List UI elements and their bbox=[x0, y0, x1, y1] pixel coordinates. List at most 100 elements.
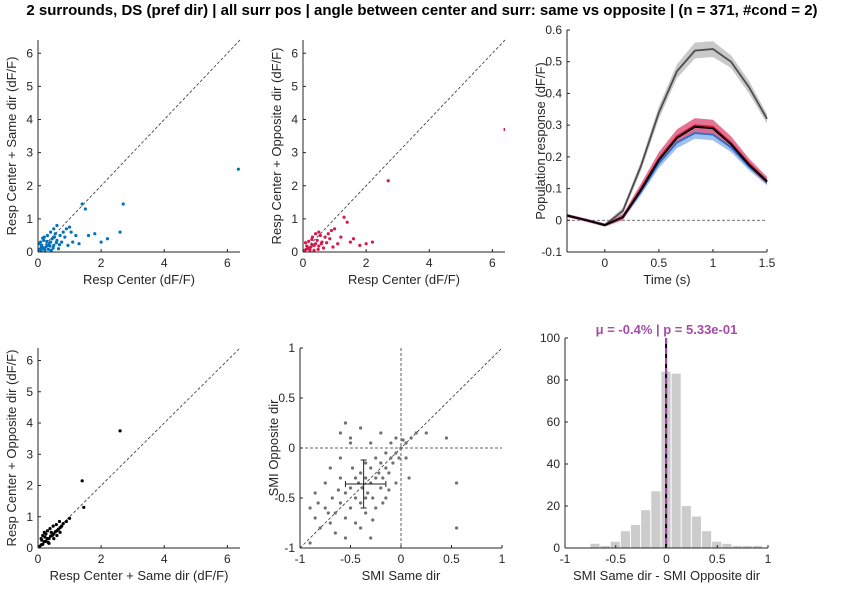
y-tick-label: 3 bbox=[26, 146, 33, 160]
data-point bbox=[364, 242, 368, 246]
y-tick-label: 20 bbox=[547, 499, 561, 513]
y-tick-label: 0 bbox=[288, 441, 295, 455]
data-point bbox=[326, 232, 330, 236]
data-point bbox=[359, 526, 363, 530]
x-tick-label: 1 bbox=[765, 552, 772, 566]
data-point bbox=[80, 202, 84, 206]
data-point bbox=[67, 516, 72, 520]
data-point bbox=[58, 530, 62, 534]
y-tick-label: 0.5 bbox=[278, 391, 295, 405]
y-tick-label: -0.5 bbox=[274, 491, 295, 505]
data-point bbox=[328, 466, 332, 470]
data-point bbox=[333, 531, 337, 535]
x-tick-label: -0.5 bbox=[340, 552, 361, 566]
data-point bbox=[387, 471, 391, 475]
data-point bbox=[51, 524, 55, 528]
x-axis-label: Resp Center + Same dir (dF/F) bbox=[50, 568, 229, 583]
data-point bbox=[303, 241, 308, 245]
data-point bbox=[343, 421, 348, 425]
x-tick-label: 0 bbox=[35, 552, 42, 566]
data-point bbox=[60, 240, 64, 244]
data-point bbox=[46, 247, 51, 251]
data-point bbox=[82, 505, 86, 509]
series-3-line bbox=[566, 125, 768, 227]
histogram-bar bbox=[600, 545, 610, 548]
y-tick-label: 0 bbox=[555, 213, 562, 227]
x-tick-label: 0 bbox=[398, 552, 405, 566]
data-point bbox=[389, 441, 393, 445]
x-tick-label: 0 bbox=[663, 552, 670, 566]
data-point bbox=[330, 496, 334, 500]
data-point bbox=[53, 232, 57, 236]
data-point bbox=[343, 536, 348, 540]
histogram-bar bbox=[732, 545, 742, 548]
y-tick-label: 100 bbox=[540, 331, 560, 345]
data-point bbox=[364, 461, 368, 465]
x-axis-label: Resp Center (dF/F) bbox=[83, 272, 195, 287]
data-point bbox=[397, 456, 401, 460]
data-point bbox=[342, 215, 346, 219]
data-point bbox=[358, 243, 362, 247]
data-point bbox=[379, 486, 383, 490]
data-point bbox=[61, 522, 65, 526]
histogram-bar bbox=[691, 516, 702, 548]
x-tick-label: -0.5 bbox=[605, 552, 626, 566]
y-tick-label: 2 bbox=[291, 179, 298, 193]
data-point bbox=[56, 247, 61, 251]
data-point bbox=[66, 243, 70, 247]
y-tick-label: 3 bbox=[26, 447, 33, 461]
data-point bbox=[351, 237, 356, 241]
data-point bbox=[371, 518, 375, 522]
data-point bbox=[338, 456, 342, 460]
y-tick-label: 4 bbox=[291, 113, 298, 127]
x-tick-label: 1 bbox=[710, 256, 717, 270]
data-point bbox=[55, 533, 59, 538]
y-tick-label: 0 bbox=[26, 541, 33, 555]
data-point bbox=[57, 519, 62, 524]
data-point bbox=[503, 127, 505, 132]
data-point bbox=[394, 436, 398, 440]
data-point bbox=[394, 451, 398, 455]
x-tick-label: 6 bbox=[224, 256, 231, 270]
data-point bbox=[331, 245, 335, 249]
data-point bbox=[317, 230, 321, 234]
data-point bbox=[384, 466, 388, 470]
y-tick-label: 1 bbox=[26, 510, 33, 524]
data-point bbox=[401, 438, 405, 442]
data-point bbox=[384, 496, 388, 500]
data-point bbox=[43, 248, 47, 252]
unity-line bbox=[37, 39, 241, 253]
data-point bbox=[54, 522, 58, 527]
data-point bbox=[384, 451, 388, 455]
data-point bbox=[348, 506, 353, 510]
x-tick-label: 0.5 bbox=[443, 552, 460, 566]
data-point bbox=[308, 506, 312, 510]
data-point bbox=[313, 516, 317, 520]
data-point bbox=[454, 526, 459, 530]
y-axis-label: Population response (dF/F) bbox=[533, 62, 548, 220]
y-tick-label: 0 bbox=[553, 541, 560, 555]
data-point bbox=[424, 431, 428, 435]
data-point bbox=[67, 225, 72, 229]
y-tick-label: 0.1 bbox=[545, 182, 562, 196]
data-point bbox=[57, 243, 62, 247]
histogram-bar bbox=[742, 545, 752, 548]
data-point bbox=[305, 244, 309, 248]
data-point bbox=[364, 496, 368, 500]
data-point bbox=[118, 429, 122, 433]
data-point bbox=[52, 243, 56, 247]
data-point bbox=[48, 244, 52, 248]
data-point bbox=[444, 436, 449, 440]
y-tick-label: 0.5 bbox=[545, 55, 562, 69]
data-point bbox=[83, 207, 87, 211]
data-point bbox=[45, 529, 50, 533]
data-point bbox=[386, 179, 390, 183]
x-tick-label: 2 bbox=[98, 256, 105, 270]
data-point bbox=[407, 476, 411, 480]
x-tick-label: 6 bbox=[489, 256, 496, 270]
x-tick-label: 0 bbox=[300, 256, 307, 270]
data-point bbox=[41, 542, 45, 546]
y-tick-label: -0.1 bbox=[541, 245, 562, 259]
data-point bbox=[307, 239, 311, 243]
data-point bbox=[313, 491, 317, 495]
